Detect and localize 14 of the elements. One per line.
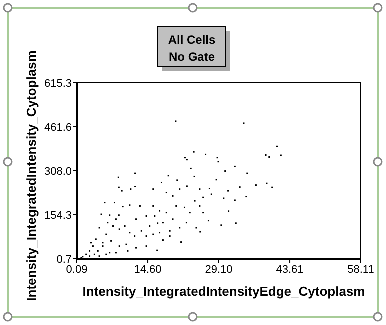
y-tick-label: 461.6 [44, 122, 72, 134]
y-axis-title: Intensity_IntegratedIntensity_Cytoplasm [24, 50, 39, 302]
x-tick-label: 58.11 [348, 264, 374, 276]
y-tick-label: 308.0 [44, 166, 72, 178]
chart-title: All Cells [168, 33, 216, 47]
x-axis-title: Intensity_IntegratedIntensityEdge_Cytoplasm [82, 284, 366, 299]
y-tick-label: 615.3 [44, 78, 72, 90]
chart-subtitle: No Gate [168, 50, 216, 64]
x-tick-label: 14.60 [134, 264, 162, 276]
x-tick-label: 0.09 [66, 264, 88, 276]
y-tick-label: 0.7 [56, 254, 72, 266]
y-tick-label: 154.3 [44, 210, 72, 222]
x-tick-label: 43.61 [276, 264, 304, 276]
x-tick-label: 29.10 [205, 264, 233, 276]
